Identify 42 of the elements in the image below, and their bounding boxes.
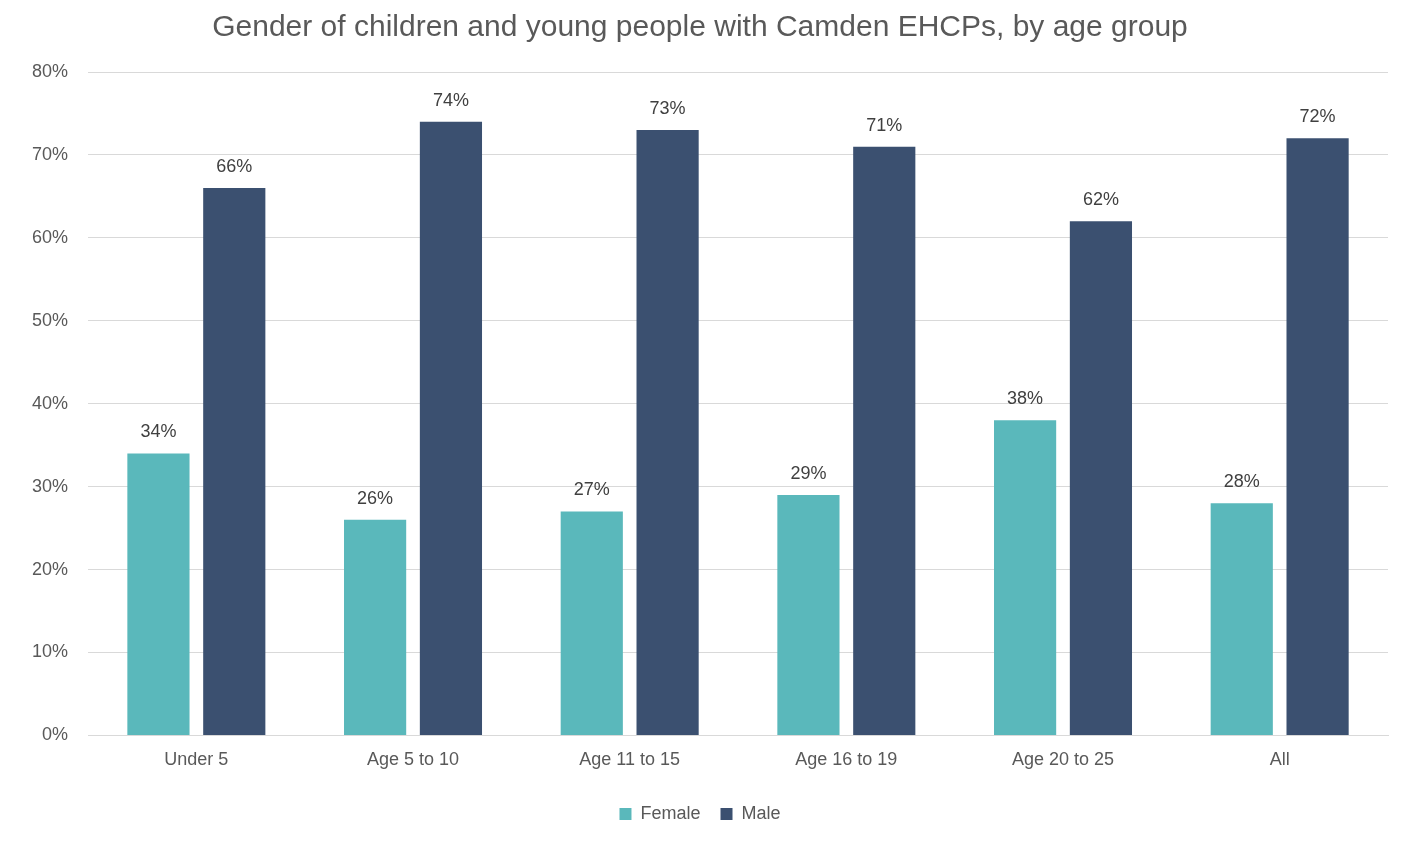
y-tick-label: 0% [42,724,69,745]
bar [994,420,1057,735]
data-label: 66% [216,156,253,177]
data-label: 74% [432,89,469,110]
y-tick-label: 80% [32,60,69,81]
data-label: 71% [866,114,903,135]
bar [1069,221,1133,735]
data-label: 73% [649,98,686,119]
y-tick-label: 50% [32,309,69,330]
bar [127,453,190,735]
legend-label: Female [640,802,701,823]
x-tick-label: All [1269,749,1290,770]
y-tick-label: 30% [32,475,69,496]
data-label: 72% [1299,106,1336,127]
x-tick-label: Under 5 [164,749,229,770]
x-tick-label: Age 11 to 15 [579,749,681,770]
bar [419,121,483,735]
data-label: 26% [357,487,394,508]
x-tick-label: Age 16 to 19 [795,749,898,770]
bar [636,130,699,735]
data-label: 28% [1223,471,1260,492]
chart-title: Gender of children and young people with Camden EHCPs, by age group [212,9,1188,43]
bar [560,511,623,735]
x-tick-label: Age 5 to 10 [366,749,460,770]
data-label: 29% [790,462,827,483]
y-tick-label: 20% [32,558,69,579]
bar [777,494,840,735]
bar [853,146,916,735]
data-label: 62% [1082,189,1119,210]
data-label: 38% [1007,388,1044,409]
data-label: 27% [573,479,610,500]
bar [344,519,407,735]
y-tick-label: 70% [32,143,69,164]
bar [203,188,266,735]
bar [1286,138,1349,735]
y-tick-label: 40% [32,392,69,413]
legend-label: Male [741,802,781,823]
bar [1210,503,1273,735]
y-tick-label: 60% [32,226,69,247]
y-tick-label: 10% [32,641,69,662]
x-tick-label: Age 20 to 25 [1011,749,1115,770]
data-label: 34% [140,421,177,442]
